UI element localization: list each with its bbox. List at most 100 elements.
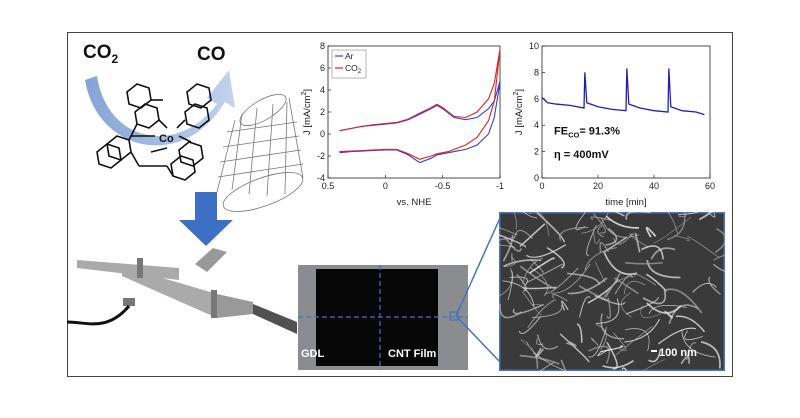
cv-y-tick-label: -2 [317, 151, 325, 161]
ca-y-tick-label: 10 [529, 41, 539, 51]
cnt-fiber [567, 277, 608, 295]
cv-x-axis-label: vs. NHE [397, 197, 432, 208]
cnt-fiber [646, 273, 668, 292]
cnt-fiber [634, 232, 641, 253]
reactant-label: CO2 [83, 42, 119, 66]
scale-bar-label: 100 nm [659, 347, 697, 359]
cnt-fiber [707, 212, 716, 218]
cnt-fiber [600, 313, 625, 340]
cnt-fiber [502, 280, 535, 308]
cnt-fiber [502, 234, 514, 262]
cnt-fiber [601, 275, 635, 301]
cnt-fiber [527, 299, 557, 329]
cv-x-tick-label: -1 [496, 181, 504, 191]
cnt-fiber [665, 288, 703, 314]
ca-x-axis-label: time [min] [605, 197, 646, 208]
electrode-photo: GDL CNT Film [298, 265, 468, 370]
cnt-fiber [606, 341, 618, 370]
ca-x-tick-label: 40 [649, 181, 659, 191]
down-arrow [179, 192, 233, 246]
ca-plot-box [541, 45, 711, 179]
ca-y-tick-label: 2 [534, 147, 539, 157]
cnt-film-label: CNT Film [388, 348, 436, 360]
cnt-fiber [590, 216, 611, 221]
cnt-fiber [604, 272, 621, 298]
cnt-fiber [526, 244, 567, 258]
cv-y-tick-label: 0 [320, 129, 325, 139]
cnt-fiber [521, 257, 544, 285]
ca-x-tick-label: 60 [705, 181, 715, 191]
cnt-fiber [593, 230, 601, 244]
ca-y-tick-label: 6 [534, 94, 539, 104]
cnt-fiber [678, 212, 699, 215]
cnt-fiber [529, 257, 555, 274]
cnt-fiber [642, 290, 667, 305]
cnt-fiber [623, 280, 646, 295]
cnt-fiber [576, 323, 583, 343]
cnt-fiber [624, 318, 661, 343]
cv-y-tick-label: -4 [317, 173, 325, 183]
product-label: CO [197, 44, 226, 65]
cnt-fiber [499, 226, 518, 236]
cnt-fiber [566, 341, 577, 347]
cnt-fiber [526, 263, 563, 284]
cnt-fiber [653, 216, 692, 244]
cnt-fiber [513, 212, 517, 230]
cnt-fiber [645, 226, 657, 238]
cnt-fiber [594, 260, 606, 283]
cnt-fiber [687, 236, 719, 258]
cnt-fiber [529, 212, 550, 237]
cnt-fiber [664, 310, 674, 320]
cnt-fiber [605, 215, 640, 229]
cnt-fiber [499, 244, 516, 248]
cv-x-tick-label: 0 [383, 181, 388, 191]
cnt-fiber [584, 247, 617, 271]
ca-y-tick-label: 4 [534, 120, 539, 130]
cnt-fiber [579, 296, 591, 318]
cv-y-tick-label: 2 [320, 107, 325, 117]
cnt-fiber [588, 345, 611, 364]
ca-series-current [541, 68, 705, 116]
cnt-fiber [499, 237, 516, 241]
cnt-fiber [674, 235, 690, 241]
cobalt-phthalocyanine-molecule [96, 83, 212, 181]
cnt-fiber [613, 233, 634, 245]
cnt-fiber [522, 286, 557, 290]
cnt-fiber [681, 329, 716, 358]
cnt-fiber [537, 334, 559, 350]
cnt-fiber [686, 342, 697, 361]
cv-y-axis-label: J [mA/cm2] [301, 89, 313, 135]
cnt-fiber [593, 213, 606, 234]
cnt-fiber [587, 278, 619, 304]
cnt-fiber [559, 226, 589, 241]
cnt-fiber [530, 258, 544, 273]
cnt-fiber [658, 327, 697, 345]
cnt-fiber [581, 213, 609, 234]
cnt-fiber [519, 223, 546, 247]
cnt-fiber [600, 345, 624, 353]
cv-y-tick-label: 4 [320, 85, 325, 95]
cnt-fiber [648, 350, 661, 363]
cnt-fiber [708, 276, 722, 295]
cnt-fiber [504, 256, 516, 268]
ca-x-tick-label: 0 [539, 181, 544, 191]
cnt-fiber [535, 338, 544, 346]
cnt-fiber [640, 245, 664, 260]
cnt-fiber [620, 292, 632, 318]
cnt-fiber [516, 273, 527, 292]
cnt-fiber [567, 272, 601, 286]
cnt-fiber [625, 212, 651, 220]
cnt-fiber [535, 347, 544, 358]
cv-legend-label: Ar [345, 51, 354, 61]
cnt-fiber [518, 316, 541, 334]
cv-series-co2 [339, 49, 501, 160]
cnt-fiber [559, 333, 590, 363]
cnt-fiber [552, 294, 568, 302]
cnt-fiber [625, 261, 663, 265]
cv-legend-label: CO2 [345, 63, 362, 75]
cnt-fiber [646, 259, 681, 279]
cnt-fiber [621, 367, 628, 371]
cnt-fiber [594, 295, 626, 305]
cnt-fiber [536, 212, 565, 243]
ca-x-tick-label: 20 [593, 181, 603, 191]
